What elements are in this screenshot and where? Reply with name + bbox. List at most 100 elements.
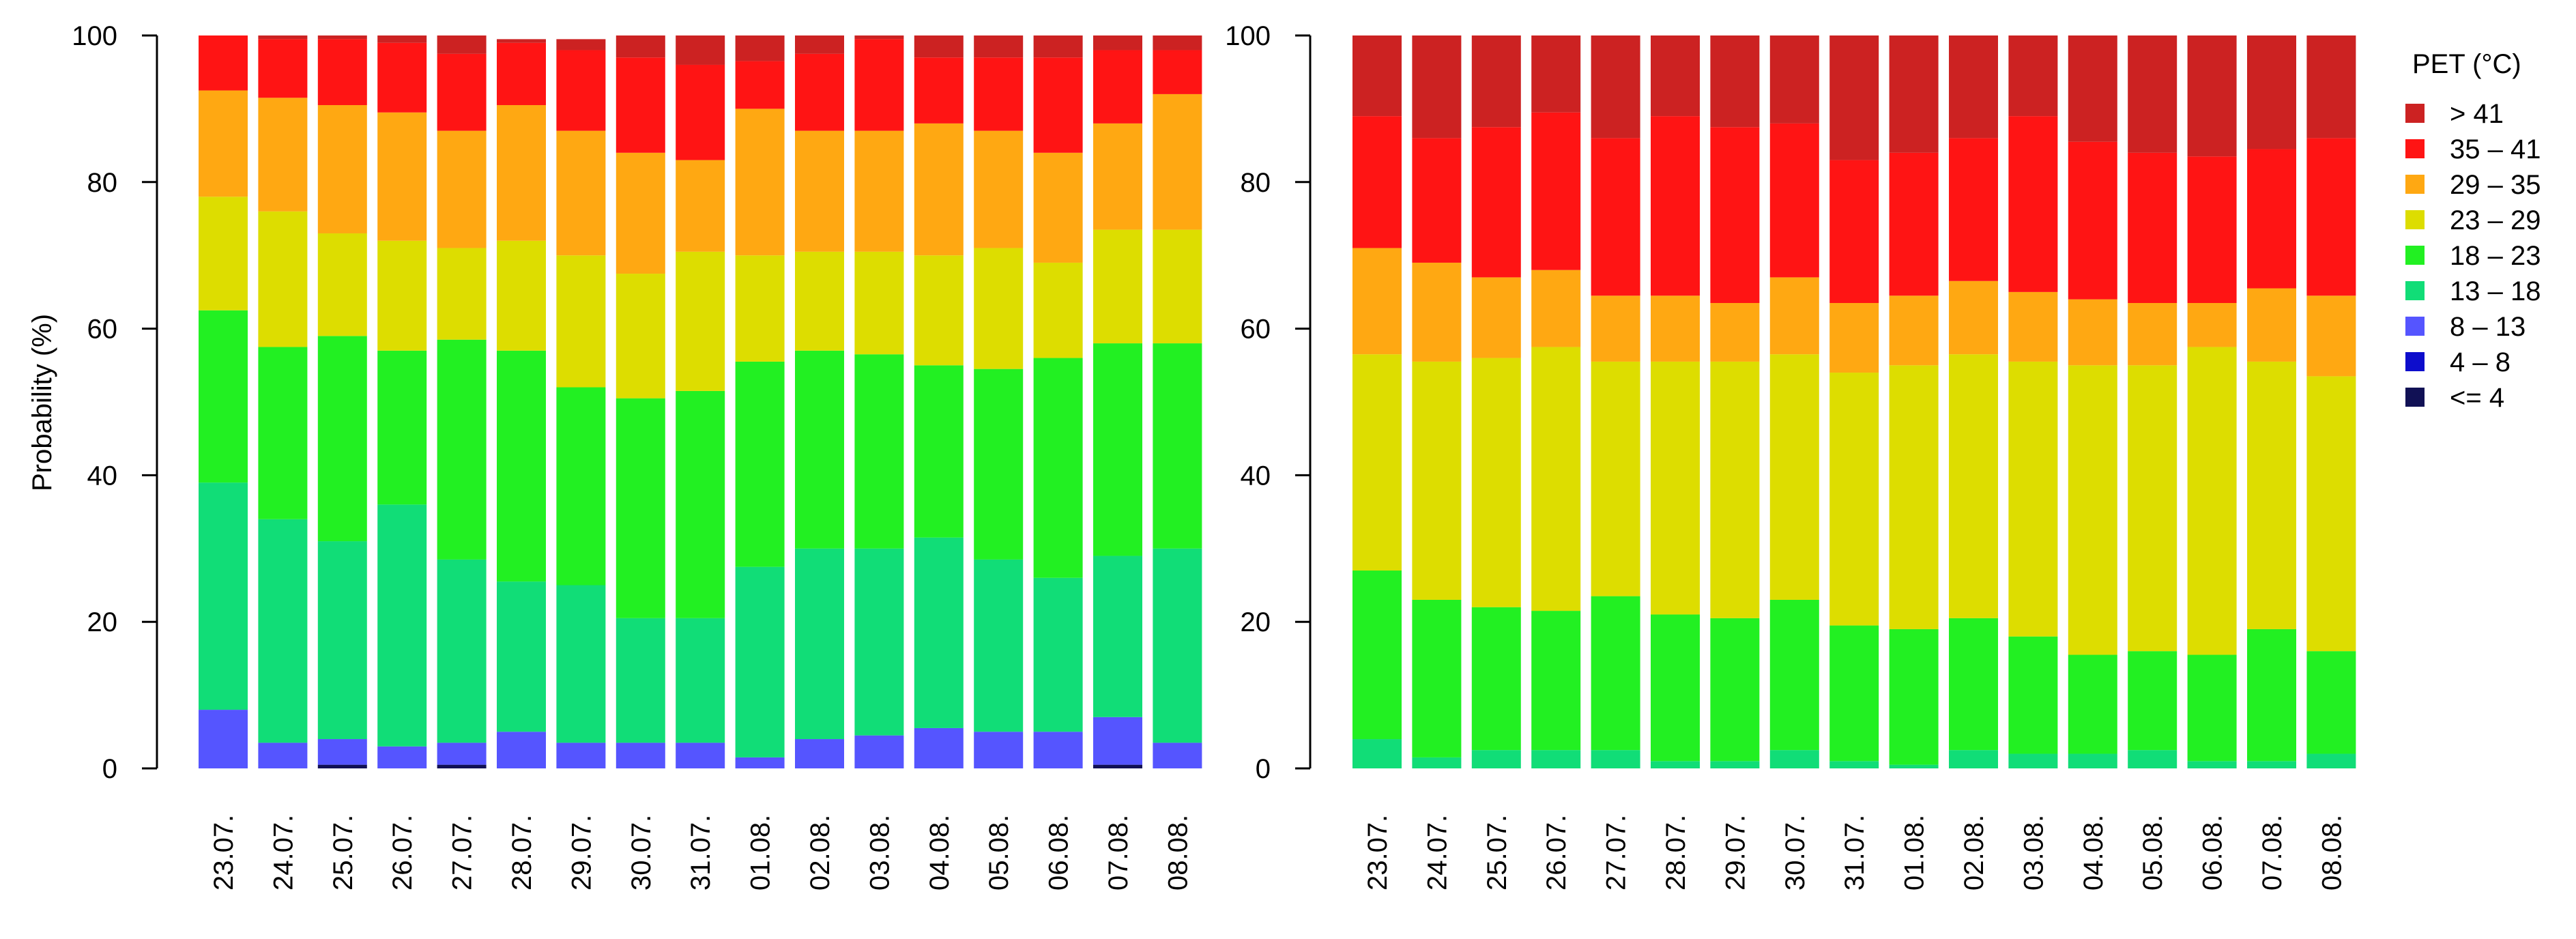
bar-segment-left <box>676 251 725 391</box>
bar-segment-right <box>1591 361 1640 596</box>
bar-segment-left <box>914 123 964 256</box>
bar-segment-left <box>437 339 487 560</box>
legend-swatch <box>2405 352 2425 371</box>
bar-segment-right <box>2128 750 2177 768</box>
bar-segment-right <box>1352 739 1402 768</box>
y-tick-label-left: 40 <box>87 461 118 491</box>
bar-segment-left <box>556 387 606 586</box>
legend-swatch <box>2405 317 2425 336</box>
x-tick-label-left: 29.07. <box>566 815 596 891</box>
bar-segment-left <box>377 35 427 43</box>
y-tick-label-right: 20 <box>1241 607 1271 637</box>
bar-segment-left <box>974 35 1024 58</box>
bar-segment-left <box>258 742 308 768</box>
x-tick-label-left: 23.07. <box>209 815 239 891</box>
bar-segment-left <box>317 764 367 768</box>
bar-segment-left <box>377 350 427 505</box>
bar-segment-left <box>676 742 725 768</box>
bar-segment-right <box>2306 753 2356 768</box>
bar-segment-right <box>1651 614 1700 762</box>
bar-segment-left <box>1093 229 1142 344</box>
bar-segment-left <box>795 53 844 131</box>
bar-segment-right <box>2128 651 2177 751</box>
bar-segment-left <box>616 35 665 58</box>
bar-segment-right <box>2187 761 2237 768</box>
bar-segment-left <box>854 35 904 40</box>
bar-segment-right <box>2306 35 2356 139</box>
bar-segment-left <box>1093 764 1142 768</box>
x-tick-label-right: 06.08. <box>2198 815 2228 891</box>
y-tick-label-right: 0 <box>1256 754 1271 784</box>
bar-segment-left <box>377 42 427 113</box>
x-tick-label-left: 26.07. <box>388 815 418 891</box>
x-tick-label-left: 04.08. <box>925 815 955 891</box>
bar-segment-left <box>676 35 725 65</box>
bar-segment-left <box>1153 343 1202 549</box>
bar-segment-right <box>1591 138 1640 296</box>
bar-segment-left <box>1033 262 1083 358</box>
x-tick-label-left: 27.07. <box>448 815 478 891</box>
bar-segment-right <box>1829 160 1879 304</box>
bar-segment-left <box>1093 123 1142 230</box>
x-tick-label-left: 25.07. <box>328 815 358 891</box>
bar-segment-right <box>1352 116 1402 248</box>
bar-segment-left <box>258 39 308 98</box>
bar-segment-left <box>854 39 904 131</box>
bar-segment-right <box>2187 303 2237 347</box>
bar-segment-left <box>1153 35 1202 50</box>
bar-segment-left <box>735 109 785 256</box>
bar-segment-left <box>317 739 367 765</box>
x-tick-label-right: 05.08. <box>2138 815 2168 891</box>
bar-segment-left <box>258 519 308 743</box>
bar-segment-right <box>1531 270 1581 347</box>
bar-segment-left <box>795 350 844 549</box>
bar-segment-right <box>2008 361 2058 637</box>
bar-segment-right <box>1769 599 1819 751</box>
bar-segment-right <box>1889 365 1939 629</box>
bar-segment-right <box>2008 753 2058 768</box>
bar-segment-right <box>2247 361 2296 629</box>
bar-segment-left <box>556 585 606 743</box>
bar-segment-left <box>974 130 1024 248</box>
legend-label: 8 – 13 <box>2450 312 2526 342</box>
bar-segment-right <box>2247 761 2296 768</box>
bar-segment-left <box>377 112 427 241</box>
bar-segment-left <box>1093 555 1142 717</box>
bar-segment-right <box>1710 303 1760 362</box>
bar-segment-right <box>2128 152 2177 304</box>
legend-label: > 41 <box>2450 99 2504 129</box>
x-tick-label-right: 25.07. <box>1482 815 1512 891</box>
bar-segment-right <box>1651 761 1700 768</box>
x-tick-label-right: 26.07. <box>1542 815 1572 891</box>
bar-segment-left <box>1093 35 1142 50</box>
bar-segment-right <box>1471 127 1521 278</box>
bar-segment-right <box>1949 618 1998 751</box>
bar-segment-left <box>317 105 367 233</box>
bar-segment-left <box>1033 358 1083 578</box>
bar-segment-right <box>1352 35 1402 117</box>
bar-segment-right <box>1651 361 1700 615</box>
bar-segment-right <box>2247 35 2296 149</box>
bar-segment-right <box>1769 35 1819 124</box>
bar-segment-right <box>2068 299 2117 366</box>
bar-segment-right <box>2068 141 2117 300</box>
bar-segment-left <box>854 130 904 252</box>
x-tick-label-right: 01.08. <box>1900 815 1930 891</box>
bar-segment-right <box>2008 116 2058 292</box>
x-tick-label-right: 30.07. <box>1780 815 1810 891</box>
legend-swatch <box>2405 246 2425 265</box>
x-tick-label-left: 03.08. <box>865 815 895 891</box>
bar-segment-right <box>2247 288 2296 362</box>
bar-segment-right <box>1412 757 1462 768</box>
bar-segment-left <box>556 130 606 256</box>
x-tick-label-left: 31.07. <box>686 815 716 891</box>
legend-swatch <box>2405 388 2425 407</box>
bar-segment-right <box>1531 35 1581 113</box>
bar-segment-left <box>1153 50 1202 94</box>
bar-segment-left <box>377 504 427 747</box>
bar-segment-right <box>1471 750 1521 768</box>
bar-segment-left <box>1093 717 1142 765</box>
bar-segment-left <box>735 61 785 109</box>
bar-segment-left <box>437 742 487 765</box>
legend-swatch <box>2405 210 2425 229</box>
